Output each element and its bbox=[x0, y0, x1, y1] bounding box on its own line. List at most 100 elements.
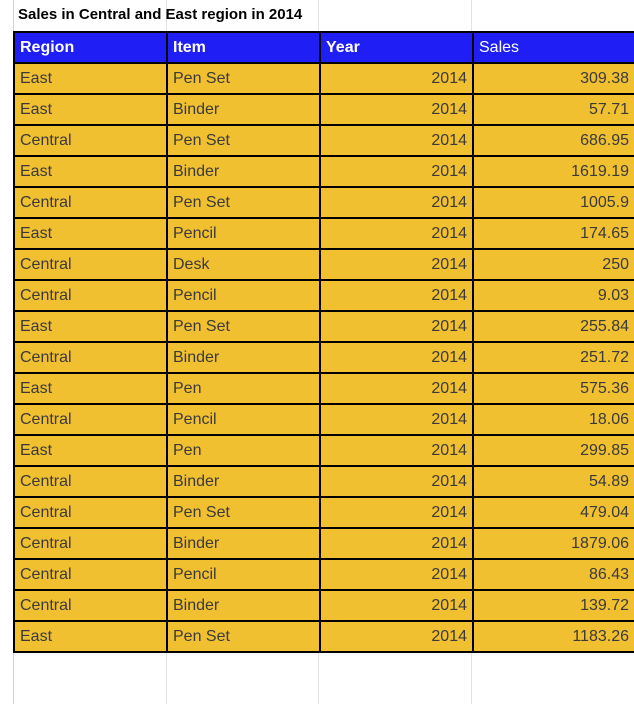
table-row: East Pen Set 2014 309.38 bbox=[13, 62, 634, 95]
cell-sales[interactable]: 575.36 bbox=[472, 372, 634, 405]
cell-sales[interactable]: 86.43 bbox=[472, 558, 634, 591]
cell-item[interactable]: Binder bbox=[166, 465, 321, 498]
cell-sales[interactable]: 251.72 bbox=[472, 341, 634, 374]
cell-year[interactable]: 2014 bbox=[319, 341, 474, 374]
cell-region[interactable]: Central bbox=[13, 558, 168, 591]
table-row: East Pen Set 2014 1183.26 bbox=[13, 620, 634, 653]
table-body: East Pen Set 2014 309.38 East Binder 2014 57.71… bbox=[13, 62, 634, 653]
cell-item[interactable]: Binder bbox=[166, 155, 321, 188]
cell-item[interactable]: Pen bbox=[166, 372, 321, 405]
cell-item[interactable]: Pen Set bbox=[166, 62, 321, 95]
cell-year[interactable]: 2014 bbox=[319, 403, 474, 436]
cell-region[interactable]: East bbox=[13, 310, 168, 343]
cell-sales[interactable]: 299.85 bbox=[472, 434, 634, 467]
cell-item[interactable]: Pen Set bbox=[166, 124, 321, 157]
cell-sales[interactable]: 174.65 bbox=[472, 217, 634, 250]
table-row: Central Binder 2014 1879.06 bbox=[13, 527, 634, 560]
cell-region[interactable]: Central bbox=[13, 527, 168, 560]
cell-item[interactable]: Pencil bbox=[166, 217, 321, 250]
cell-sales[interactable]: 1619.19 bbox=[472, 155, 634, 188]
header-sales[interactable]: Sales bbox=[472, 31, 634, 64]
table-row: Central Binder 2014 54.89 bbox=[13, 465, 634, 498]
cell-region[interactable]: East bbox=[13, 93, 168, 126]
cell-region[interactable]: Central bbox=[13, 589, 168, 622]
table-row: East Pen 2014 299.85 bbox=[13, 434, 634, 467]
cell-region[interactable]: East bbox=[13, 62, 168, 95]
cell-region[interactable]: East bbox=[13, 217, 168, 250]
header-region[interactable]: Region bbox=[13, 31, 168, 64]
cell-year[interactable]: 2014 bbox=[319, 155, 474, 188]
cell-sales[interactable]: 1183.26 bbox=[472, 620, 634, 653]
table-row: Central Pencil 2014 86.43 bbox=[13, 558, 634, 591]
cell-year[interactable]: 2014 bbox=[319, 124, 474, 157]
table-row: East Binder 2014 57.71 bbox=[13, 93, 634, 126]
table-row: Central Pen Set 2014 1005.9 bbox=[13, 186, 634, 219]
cell-region[interactable]: East bbox=[13, 155, 168, 188]
cell-sales[interactable]: 1005.9 bbox=[472, 186, 634, 219]
table-row: Central Pen Set 2014 686.95 bbox=[13, 124, 634, 157]
cell-sales[interactable]: 18.06 bbox=[472, 403, 634, 436]
cell-item[interactable]: Desk bbox=[166, 248, 321, 281]
cell-sales[interactable]: 309.38 bbox=[472, 62, 634, 95]
cell-year[interactable]: 2014 bbox=[319, 217, 474, 250]
table-row: Central Pencil 2014 18.06 bbox=[13, 403, 634, 436]
table-row: Central Binder 2014 251.72 bbox=[13, 341, 634, 374]
cell-item[interactable]: Pen Set bbox=[166, 310, 321, 343]
cell-item[interactable]: Pencil bbox=[166, 558, 321, 591]
cell-region[interactable]: East bbox=[13, 372, 168, 405]
table-row: East Binder 2014 1619.19 bbox=[13, 155, 634, 188]
cell-item[interactable]: Pen Set bbox=[166, 620, 321, 653]
cell-year[interactable]: 2014 bbox=[319, 558, 474, 591]
cell-region[interactable]: East bbox=[13, 434, 168, 467]
table-row: East Pen 2014 575.36 bbox=[13, 372, 634, 405]
cell-sales[interactable]: 250 bbox=[472, 248, 634, 281]
cell-item[interactable]: Binder bbox=[166, 93, 321, 126]
cell-sales[interactable]: 479.04 bbox=[472, 496, 634, 529]
cell-year[interactable]: 2014 bbox=[319, 527, 474, 560]
cell-sales[interactable]: 9.03 bbox=[472, 279, 634, 312]
cell-year[interactable]: 2014 bbox=[319, 496, 474, 529]
cell-year[interactable]: 2014 bbox=[319, 279, 474, 312]
header-year[interactable]: Year bbox=[319, 31, 474, 64]
cell-region[interactable]: Central bbox=[13, 124, 168, 157]
table-row: Central Desk 2014 250 bbox=[13, 248, 634, 281]
cell-region[interactable]: Central bbox=[13, 496, 168, 529]
table-row: East Pencil 2014 174.65 bbox=[13, 217, 634, 250]
cell-sales[interactable]: 255.84 bbox=[472, 310, 634, 343]
cell-year[interactable]: 2014 bbox=[319, 372, 474, 405]
cell-year[interactable]: 2014 bbox=[319, 434, 474, 467]
table-row: East Pen Set 2014 255.84 bbox=[13, 310, 634, 343]
cell-sales[interactable]: 54.89 bbox=[472, 465, 634, 498]
cell-region[interactable]: Central bbox=[13, 279, 168, 312]
cell-item[interactable]: Binder bbox=[166, 527, 321, 560]
cell-item[interactable]: Pencil bbox=[166, 403, 321, 436]
cell-sales[interactable]: 686.95 bbox=[472, 124, 634, 157]
cell-year[interactable]: 2014 bbox=[319, 465, 474, 498]
table-row: Central Binder 2014 139.72 bbox=[13, 589, 634, 622]
cell-region[interactable]: Central bbox=[13, 248, 168, 281]
cell-sales[interactable]: 1879.06 bbox=[472, 527, 634, 560]
cell-year[interactable]: 2014 bbox=[319, 93, 474, 126]
cell-item[interactable]: Pen Set bbox=[166, 496, 321, 529]
cell-item[interactable]: Pen Set bbox=[166, 186, 321, 219]
table-row: Central Pencil 2014 9.03 bbox=[13, 279, 634, 312]
cell-item[interactable]: Pencil bbox=[166, 279, 321, 312]
cell-year[interactable]: 2014 bbox=[319, 589, 474, 622]
cell-year[interactable]: 2014 bbox=[319, 62, 474, 95]
cell-region[interactable]: Central bbox=[13, 403, 168, 436]
cell-sales[interactable]: 57.71 bbox=[472, 93, 634, 126]
cell-item[interactable]: Binder bbox=[166, 589, 321, 622]
cell-sales[interactable]: 139.72 bbox=[472, 589, 634, 622]
cell-year[interactable]: 2014 bbox=[319, 248, 474, 281]
cell-item[interactable]: Binder bbox=[166, 341, 321, 374]
cell-year[interactable]: 2014 bbox=[319, 620, 474, 653]
sheet-title[interactable]: Sales in Central and East region in 2014 bbox=[18, 6, 303, 23]
cell-region[interactable]: East bbox=[13, 620, 168, 653]
cell-region[interactable]: Central bbox=[13, 465, 168, 498]
cell-region[interactable]: Central bbox=[13, 341, 168, 374]
cell-year[interactable]: 2014 bbox=[319, 310, 474, 343]
cell-region[interactable]: Central bbox=[13, 186, 168, 219]
cell-year[interactable]: 2014 bbox=[319, 186, 474, 219]
cell-item[interactable]: Pen bbox=[166, 434, 321, 467]
header-item[interactable]: Item bbox=[166, 31, 321, 64]
